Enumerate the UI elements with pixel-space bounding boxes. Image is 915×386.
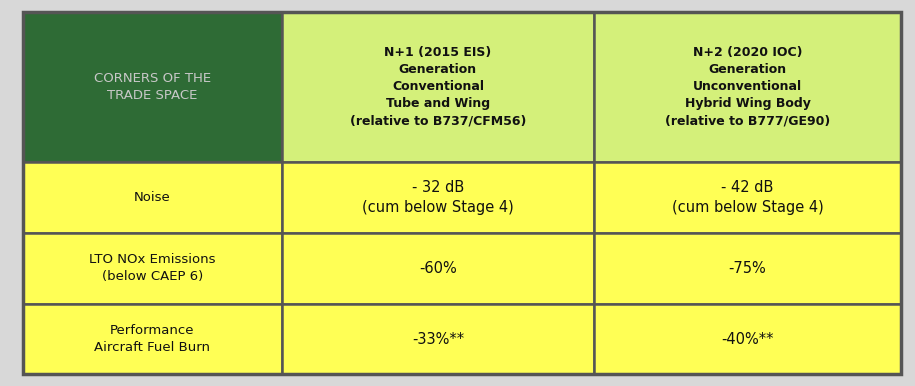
Text: N+2 (2020 IOC)
Generation
Unconventional
Hybrid Wing Body
(relative to B777/GE90: N+2 (2020 IOC) Generation Unconventional… <box>665 46 830 127</box>
Text: -60%: -60% <box>419 261 457 276</box>
Bar <box>594 162 901 233</box>
Text: -75%: -75% <box>728 261 767 276</box>
Bar <box>282 233 594 304</box>
Text: N+1 (2015 EIS)
Generation
Conventional
Tube and Wing
(relative to B737/CFM56): N+1 (2015 EIS) Generation Conventional T… <box>350 46 526 127</box>
Text: -33%**: -33%** <box>412 332 464 347</box>
Text: - 32 dB
(cum below Stage 4): - 32 dB (cum below Stage 4) <box>362 180 514 215</box>
Text: Performance
Aircraft Fuel Burn: Performance Aircraft Fuel Burn <box>94 324 210 354</box>
Text: -40%**: -40%** <box>721 332 774 347</box>
Text: Noise: Noise <box>135 191 171 204</box>
Bar <box>23 12 282 162</box>
Bar <box>594 304 901 374</box>
Bar <box>23 233 282 304</box>
Bar <box>282 304 594 374</box>
Bar <box>23 304 282 374</box>
Text: LTO NOx Emissions
(below CAEP 6): LTO NOx Emissions (below CAEP 6) <box>89 253 216 283</box>
Bar <box>23 162 282 233</box>
Bar <box>594 233 901 304</box>
Bar <box>282 12 594 162</box>
Text: - 42 dB
(cum below Stage 4): - 42 dB (cum below Stage 4) <box>672 180 824 215</box>
Text: CORNERS OF THE
TRADE SPACE: CORNERS OF THE TRADE SPACE <box>94 72 211 102</box>
Bar <box>594 12 901 162</box>
Bar <box>282 162 594 233</box>
